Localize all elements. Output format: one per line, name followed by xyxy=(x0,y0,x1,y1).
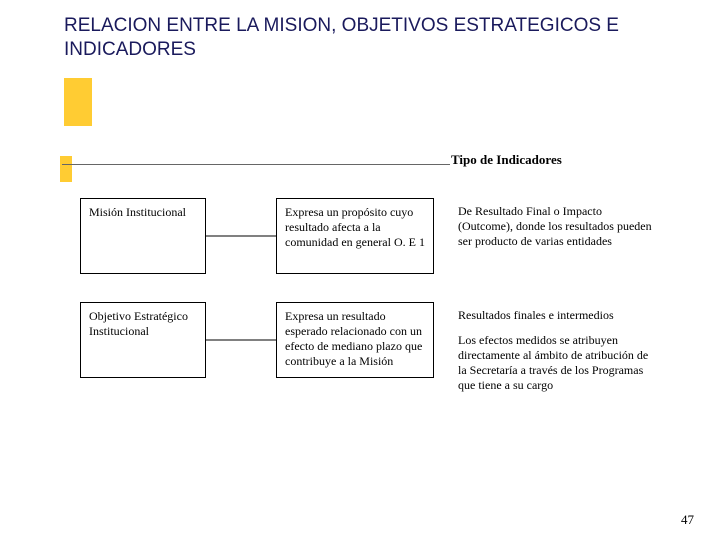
box-objetivo-desc: Expresa un resultado esperado relacionad… xyxy=(276,302,434,378)
connector-row2 xyxy=(206,332,276,348)
box-mision: Misión Institucional xyxy=(80,198,206,274)
box-mision-text: Misión Institucional xyxy=(89,205,186,219)
connector-row1 xyxy=(206,228,276,244)
indicator-type-heading: Tipo de Indicadores xyxy=(451,152,562,168)
page-number: 47 xyxy=(681,512,694,528)
box-mision-desc-text: Expresa un propósito cuyo resultado afec… xyxy=(285,205,425,249)
box-mision-indicator-text: De Resultado Final o Impacto (Outcome), … xyxy=(458,204,652,248)
box-objetivo-indicator: Resultados finales e intermedios Los efe… xyxy=(458,302,658,422)
accent-block-top xyxy=(64,78,92,126)
slide-title: RELACION ENTRE LA MISION, OBJETIVOS ESTR… xyxy=(64,14,664,62)
box-objetivo-indicator-p1: Resultados finales e intermedios xyxy=(458,308,658,323)
box-objetivo-text: Objetivo Estratégico Institucional xyxy=(89,309,188,338)
box-objetivo-desc-text: Expresa un resultado esperado relacionad… xyxy=(285,309,422,368)
box-objetivo-indicator-p2: Los efectos medidos se atribuyen directa… xyxy=(458,333,658,393)
box-mision-desc: Expresa un propósito cuyo resultado afec… xyxy=(276,198,434,274)
accent-block-left xyxy=(60,156,72,182)
divider-line xyxy=(62,164,450,165)
box-objetivo: Objetivo Estratégico Institucional xyxy=(80,302,206,378)
box-mision-indicator: De Resultado Final o Impacto (Outcome), … xyxy=(458,198,658,274)
